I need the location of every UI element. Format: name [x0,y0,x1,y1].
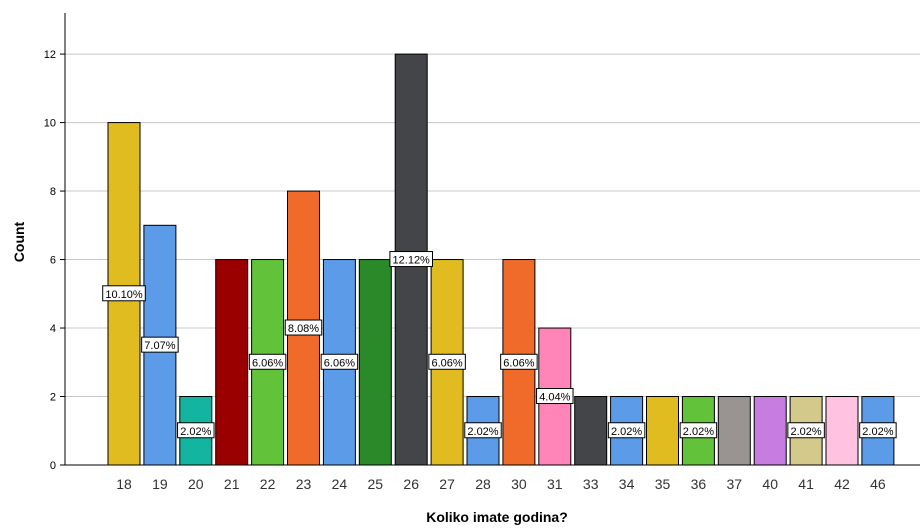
data-label-text: 2.02% [180,426,211,438]
data-label-34: 2.02% [607,422,646,439]
x-tick-label: 24 [332,476,348,492]
data-label-box [320,353,359,370]
data-label-text: 6.06% [503,357,534,369]
bar-21 [215,259,249,466]
data-label-30: 6.06% [500,353,538,370]
data-label-36: 2.02% [679,422,718,439]
x-tick-label: 23 [296,476,312,492]
data-label-23: 8.08% [284,319,323,336]
x-tick-label: 40 [762,476,778,492]
data-label-text: 2.02% [467,426,498,438]
x-tick-label: 36 [691,476,707,492]
data-label-22: 6.06% [248,353,287,370]
x-tick-label: 22 [260,476,276,492]
bar-37 [717,396,751,466]
x-tick-label: 21 [224,476,240,492]
data-label-24: 6.06% [320,353,359,370]
data-label-31: 4.04% [536,388,574,405]
bar-35 [646,396,679,466]
data-label-box [177,422,215,439]
y-tick-label: 8 [50,186,56,198]
data-label-28: 2.02% [464,422,502,439]
bar-42 [825,396,859,466]
y-tick-label: 6 [50,255,56,267]
y-tick-label: 12 [44,49,56,61]
x-tick-label: 19 [152,476,168,492]
data-label-box [536,388,574,405]
data-label-26: 12.12% [389,251,433,268]
y-axis-title: Count [11,221,27,262]
bar-25 [358,259,392,466]
bar-40 [753,396,787,466]
x-tick-label: 35 [655,476,671,492]
data-label-41: 2.02% [787,422,825,439]
axes [60,13,920,466]
x-tick-label: 46 [870,476,886,492]
x-tick-label: 41 [798,476,814,492]
y-tick-labels: 0 2 4 6 8 10 12 [44,49,56,472]
data-label-box [679,422,718,439]
data-label-box [102,285,146,302]
data-label-text: 6.06% [252,357,283,369]
data-label-box [787,422,825,439]
data-label-text: 12.12% [393,255,431,267]
data-label-text: 8.08% [288,323,319,335]
data-label-box [464,422,502,439]
y-tick-label: 0 [50,460,56,472]
x-tick-label: 42 [834,476,850,492]
x-tick-label: 20 [188,476,204,492]
x-tick-label: 30 [511,476,527,492]
data-label-text: 2.02% [683,426,714,438]
x-tick-label: 18 [116,476,132,492]
data-label-box [389,251,433,268]
bars [107,53,895,466]
data-label-27: 6.06% [428,353,466,370]
x-tick-label: 37 [727,476,743,492]
data-label-text: 7.07% [144,340,175,352]
data-label-box [859,422,897,439]
data-label-text: 6.06% [324,357,355,369]
x-tick-label: 26 [403,476,419,492]
data-label-20: 2.02% [177,422,215,439]
y-tick-label: 10 [44,118,56,130]
x-tick-label: 33 [583,476,599,492]
bar-33 [574,396,608,466]
x-tick-labels: 18 19 20 21 22 23 24 25 26 27 28 30 31 33 34 35 36 37 40 41… [116,476,886,492]
data-label-box [500,353,538,370]
x-tick-label: 31 [547,476,563,492]
data-label-box [141,336,179,353]
y-tick-label: 4 [50,323,56,335]
x-tick-label: 34 [619,476,635,492]
data-label-text: 4.04% [539,392,570,404]
x-axis-title: Koliko imate godina? [426,509,568,525]
data-labels: 10.10% 7.07% 2.02% 6.06% 8.08% 6.06% 12.12% 6.0… [102,251,897,439]
data-label-box [607,422,646,439]
data-label-text: 2.02% [790,426,821,438]
data-label-18: 10.10% [102,285,146,302]
x-tick-label: 25 [368,476,384,492]
x-tick-label: 27 [439,476,455,492]
data-label-box [248,353,287,370]
data-label-text: 2.02% [862,426,893,438]
data-label-box [284,319,323,336]
data-label-46: 2.02% [859,422,897,439]
y-tick-label: 2 [50,392,56,404]
data-label-19: 7.07% [141,336,179,353]
x-tick-label: 28 [475,476,491,492]
data-label-text: 2.02% [611,426,642,438]
data-label-box [428,353,466,370]
data-label-text: 6.06% [431,357,462,369]
gridlines [65,53,920,398]
data-label-text: 10.10% [105,289,143,301]
